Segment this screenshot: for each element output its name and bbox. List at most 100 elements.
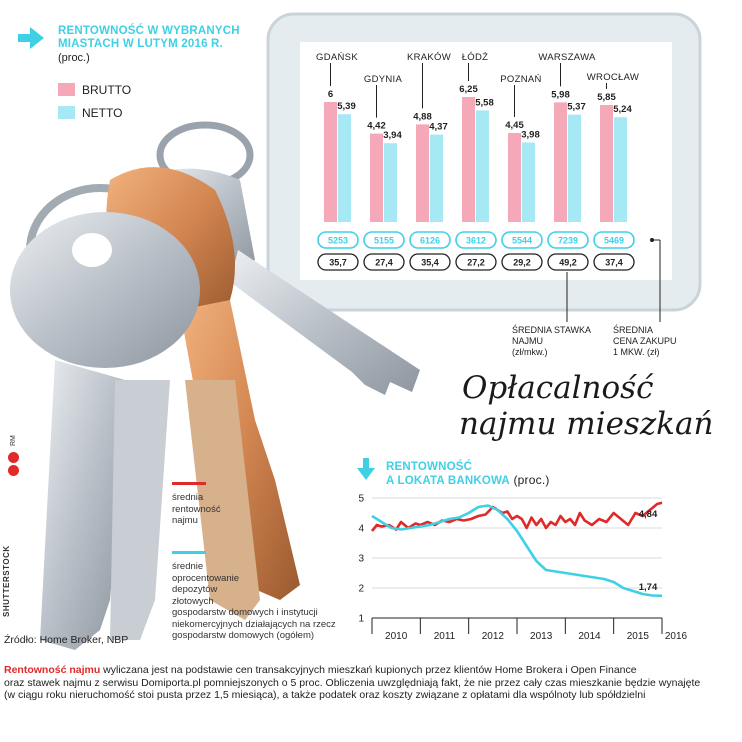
city-label-0: GDAŃSK — [316, 52, 358, 63]
source-text: Źródło: Home Broker, NBP — [4, 634, 129, 646]
silver-key-head — [10, 212, 200, 368]
legend-label-brutto: BRUTTO — [82, 83, 132, 97]
price-pill-1 — [363, 231, 405, 249]
legend-cyan-7: gospodarstw domowych (ogółem) — [172, 630, 315, 641]
rent-value-6: 37,4 — [605, 258, 623, 268]
price-pill-3 — [455, 231, 497, 249]
rent-value-1: 27,4 — [375, 258, 393, 268]
price-pill-4 — [501, 231, 543, 249]
photo-credit: SHUTTERSTOCK — [2, 545, 11, 617]
value-netto-4: 3,98 — [521, 129, 540, 140]
y-tick-4: 5 — [358, 494, 364, 505]
y-tick-3: 4 — [358, 524, 364, 535]
price-annotation-0: ŚREDNIA — [613, 324, 653, 335]
rent-annotation-0: ŚREDNIA STAWKA — [512, 324, 591, 335]
value-brutto-2: 4,88 — [413, 111, 432, 122]
value-netto-1: 3,94 — [383, 130, 402, 141]
rent-pill-3 — [455, 253, 497, 271]
legend-cyan-2: oprocentowanie — [172, 572, 240, 584]
line-chart-title-1: RENTOWNOŚĆ — [386, 461, 473, 473]
x-tick-5: 2015 — [627, 631, 650, 642]
legend-swatch-netto — [58, 106, 75, 119]
end-label-cyan: 1,74 — [639, 582, 658, 593]
city-label-2: KRAKÓW — [407, 52, 451, 63]
value-brutto-6: 5,85 — [597, 92, 616, 103]
legend-cyan-1: średnie — [172, 561, 204, 572]
footnote-bold: Rentowność najmu — [4, 664, 101, 676]
value-netto-6: 5,24 — [613, 104, 632, 115]
city-label-5: WARSZAWA — [538, 52, 596, 63]
price-value-6: 5469 — [604, 236, 624, 246]
footnote-line2: oraz stawek najmu z serwisu Domiporta.pl… — [4, 676, 701, 689]
city-label-6: WROCŁAW — [587, 72, 639, 83]
legend-cyan-line — [172, 551, 206, 554]
x-tick-1: 2011 — [434, 631, 456, 642]
value-netto-0: 5,39 — [337, 101, 356, 112]
y-tick-1: 2 — [358, 584, 364, 595]
arrow-right-icon — [18, 27, 44, 49]
arrow-down-icon — [357, 458, 375, 480]
bar-netto-5 — [568, 114, 581, 222]
legend-label-netto: NETTO — [82, 106, 123, 120]
main-title-line2: najmu mieszkań — [459, 406, 714, 442]
city-label-1: GDYNIA — [364, 74, 403, 85]
y-tick-0: 1 — [358, 614, 364, 625]
top-chart-unit: (proc.) — [58, 52, 90, 64]
series-line-1 — [371, 504, 663, 598]
rent-pill-6 — [593, 253, 635, 271]
price-value-1: 5155 — [374, 236, 394, 246]
rent-value-0: 35,7 — [329, 258, 347, 268]
price-value-3: 3612 — [466, 236, 486, 246]
rent-value-5: 49,2 — [559, 258, 577, 268]
x-tick-3: 2013 — [530, 631, 553, 642]
silver-key-blade — [40, 360, 125, 650]
legend-cyan-5: gospodarstw domowych i instytucji — [172, 607, 318, 618]
legend-cyan-3: depozytów — [172, 584, 218, 595]
legend-cyan-6: niekomercyjnych działających na rzecz — [172, 618, 336, 630]
bar-brutto-3 — [462, 97, 475, 222]
value-netto-2: 4,37 — [429, 122, 448, 133]
price-value-4: 5544 — [512, 236, 532, 246]
price-pill-6 — [593, 231, 635, 249]
legend-red-3: najmu — [172, 515, 198, 526]
rent-value-2: 35,4 — [421, 258, 439, 268]
price-value-0: 5253 — [328, 236, 348, 246]
value-brutto-0: 6 — [328, 89, 333, 100]
value-brutto-5: 5,98 — [551, 89, 570, 100]
price-value-2: 6126 — [420, 236, 440, 246]
bar-brutto-0 — [324, 102, 337, 222]
cc-icon — [8, 452, 22, 478]
bar-netto-2 — [430, 134, 443, 222]
bar-netto-3 — [476, 110, 489, 222]
legend-red-1: średnia — [172, 492, 204, 503]
legend-red-line — [172, 482, 206, 485]
bar-brutto-5 — [554, 102, 567, 222]
city-label-3: ŁÓDŹ — [462, 52, 489, 63]
x-tick-0: 2010 — [385, 631, 408, 642]
legend-red-2: rentowność — [172, 503, 221, 515]
bar-brutto-2 — [416, 124, 429, 222]
value-brutto-3: 6,25 — [459, 84, 478, 95]
bar-netto-1 — [384, 143, 397, 222]
bar-brutto-1 — [370, 133, 383, 222]
rent-annotation-2: (zł/mkw.) — [512, 347, 548, 357]
top-chart-title-2: MIASTACH W LUTYM 2016 R. — [58, 38, 223, 50]
series-line-0 — [370, 501, 663, 532]
rent-pill-4 — [501, 253, 543, 271]
price-annotation-1: CENA ZAKUPU — [613, 336, 677, 346]
main-title-line1: Opłacalność — [462, 370, 654, 406]
legend-swatch-brutto — [58, 83, 75, 96]
line-chart-unit: (proc.) — [513, 473, 550, 487]
rent-value-3: 27,2 — [467, 258, 485, 268]
rent-pill-2 — [409, 253, 451, 271]
bar-netto-6 — [614, 117, 627, 222]
footnote: Rentowność najmu wyliczana jest na podst… — [4, 664, 740, 702]
legend-cyan-4: złotowych — [172, 595, 214, 607]
price-value-5: 7239 — [558, 236, 578, 246]
x-tick-4: 2014 — [578, 631, 601, 642]
price-pill-2 — [409, 231, 451, 249]
author-credit: RM — [10, 435, 17, 446]
value-netto-3: 5,58 — [475, 97, 494, 108]
